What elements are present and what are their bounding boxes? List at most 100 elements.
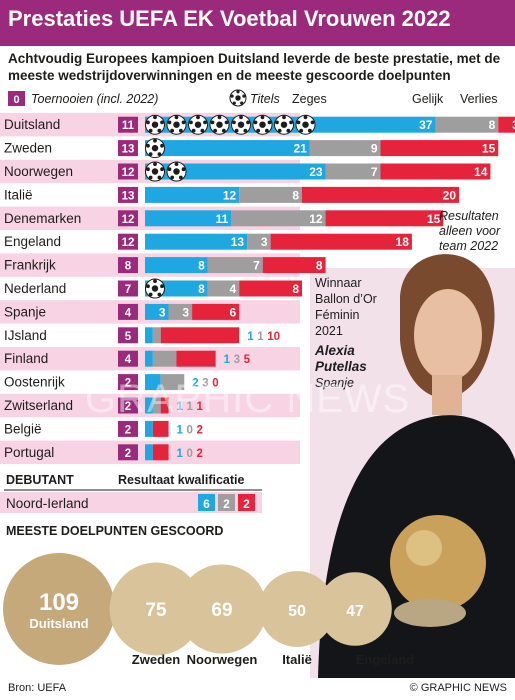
goals-bubble [177, 564, 267, 654]
debutant-team: Noord-Ierland [6, 496, 89, 511]
bar-segment-gelijk [435, 116, 499, 133]
country-label: Oostenrijk [4, 375, 65, 390]
tournament-count: 2 [125, 424, 131, 436]
photo-ballon-dor-shine [406, 530, 442, 566]
ball-patch [148, 292, 153, 297]
title-ball-icon [231, 114, 251, 135]
ball-patch [148, 128, 153, 133]
bar-segment-verlies [152, 444, 169, 461]
bar-segment-zeges [145, 163, 326, 180]
title-ball-icon [145, 138, 165, 159]
ball-patch [310, 120, 315, 125]
bar-value-label: 0 [212, 378, 218, 390]
ball-patch [203, 120, 207, 125]
goals-bubble [259, 571, 335, 647]
bar-value-label: 3 [159, 305, 166, 319]
bar-value-label: 1 [177, 401, 184, 413]
goals-country-label: Duitsland [29, 616, 88, 631]
ball-patch [160, 120, 164, 125]
ball-patch [239, 115, 243, 120]
bar-value-label: 14 [474, 165, 488, 179]
photo-country: Spanje [315, 376, 354, 390]
bar-value-label: 6 [230, 305, 237, 319]
tournament-badge [118, 186, 138, 203]
photo-trophy-base [394, 599, 466, 627]
bar-segment-gelijk [325, 163, 381, 180]
bar-value-label: 1 [197, 401, 204, 413]
tournament-count: 4 [125, 307, 132, 319]
tournament-badge [118, 280, 138, 297]
bar-value-label: 12 [309, 212, 323, 226]
legend-tournaments-badge [8, 91, 25, 106]
title-ball-icon [274, 114, 294, 135]
country-label: Spanje [4, 304, 46, 319]
country-label: Zweden [4, 141, 52, 156]
ball-patch [194, 121, 202, 128]
ball-patch [213, 128, 218, 133]
bar-value-label: 3 [512, 118, 515, 132]
bar-segment-zeges [145, 140, 310, 157]
ball-patch [167, 167, 172, 172]
ball-patch [253, 120, 258, 125]
header-banner: Prestaties UEFA EK Voetbal Vrouwen 2022 [0, 0, 515, 46]
subtitle: Achtvoudig Europees kampioen Duitsland l… [8, 51, 501, 83]
ball-patch [234, 128, 239, 133]
ball-patch [242, 94, 246, 98]
ball-patch [299, 128, 304, 133]
country-label: IJsland [4, 328, 47, 343]
tournament-count: 12 [122, 237, 135, 249]
ball-patch [146, 143, 150, 148]
ball-patch [173, 121, 180, 128]
debutant-result-value: 6 [203, 497, 210, 511]
ball-patch [303, 115, 308, 120]
bar-value-label: 15 [427, 212, 441, 226]
ball-patch [289, 120, 293, 125]
bar-segment-zeges [145, 327, 153, 344]
ball-patch [307, 128, 312, 133]
tournament-badge [118, 163, 138, 180]
photo-face [414, 289, 482, 381]
ball-patch [232, 101, 236, 105]
country-label: België [4, 421, 42, 436]
debutant-stripe [0, 492, 262, 513]
tournament-badge [118, 116, 138, 133]
ball-patch [280, 121, 288, 128]
ball-patch [232, 120, 236, 125]
ball-patch [275, 120, 279, 125]
goals-title: MEESTE DOELPUNTEN GESCOORD [6, 524, 223, 538]
ball-patch [216, 121, 223, 128]
ball-patch [196, 115, 200, 120]
bar-value-label: 20 [443, 188, 457, 202]
page-title: Prestaties UEFA EK Voetbal Vrouwen 2022 [8, 6, 451, 31]
ball-patch [146, 284, 150, 289]
debutant-result-box [198, 494, 215, 511]
tournament-count: 11 [122, 120, 135, 132]
goals-country-label: Italië [282, 652, 312, 667]
bar-segment-gelijk [152, 327, 161, 344]
bar-value-label: 8 [316, 259, 323, 273]
ball-patch [191, 128, 196, 133]
bar-segment-verlies [160, 397, 169, 414]
bar-segment-zeges [145, 233, 248, 250]
bar-segment-verlies [270, 233, 412, 250]
ball-patch [246, 120, 250, 125]
bar-segment-zeges [145, 444, 153, 461]
bar-segment-zeges [145, 210, 232, 227]
bar-value-label: 13 [231, 235, 245, 249]
bar-value-label: 5 [244, 354, 251, 366]
tournament-badge [118, 210, 138, 227]
ball-patch [174, 162, 179, 166]
photo-caption: Winnaar [315, 276, 362, 290]
photo-name: Putellas [315, 359, 367, 374]
bar-segment-zeges [145, 303, 169, 320]
ball-patch [181, 167, 186, 172]
ball-patch [178, 175, 183, 180]
bar-segment-gelijk [239, 186, 302, 203]
title-ball-icon [209, 114, 230, 135]
ball-patch [260, 115, 265, 120]
qualification-label: Resultaat kwalificatie [118, 473, 244, 487]
ball-patch [151, 285, 159, 292]
tournament-badge [118, 327, 138, 344]
debutant-result-value: 2 [243, 497, 250, 511]
ball-patch [146, 167, 150, 172]
